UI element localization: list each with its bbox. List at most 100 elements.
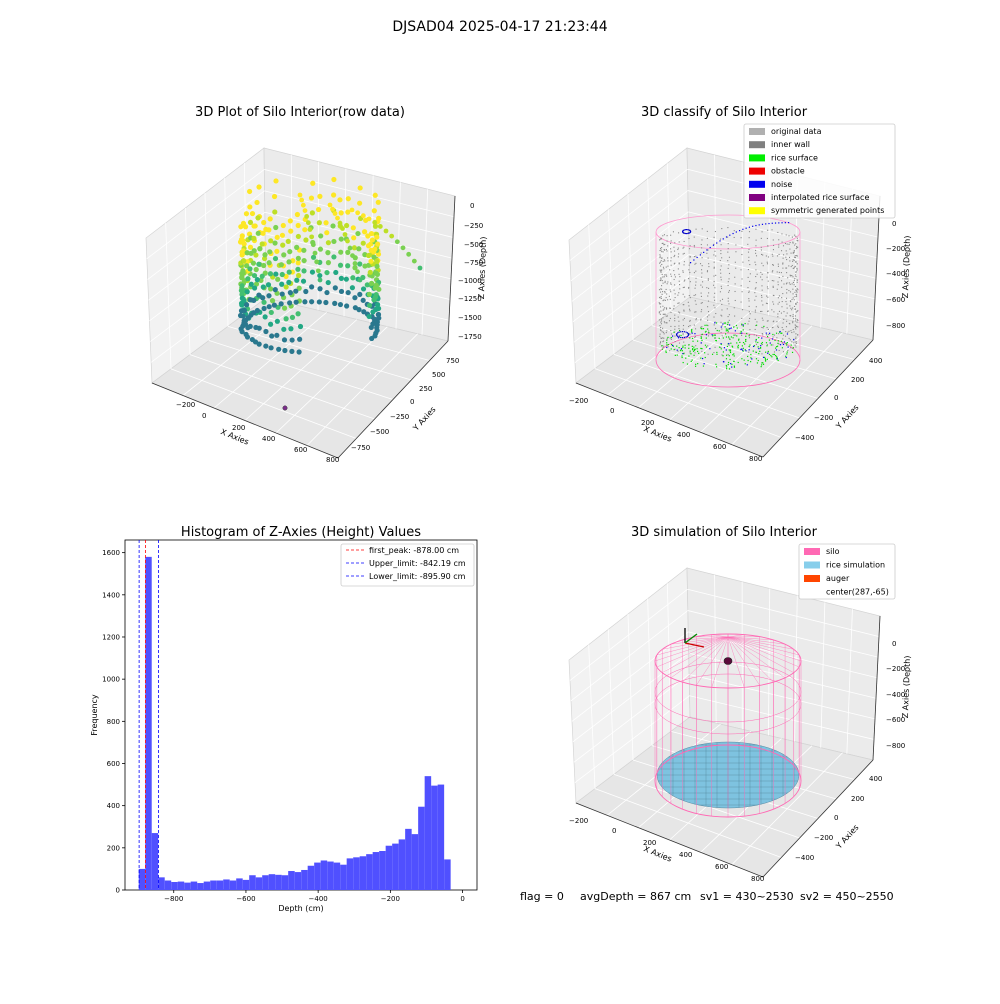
inner-wall-point (708, 288, 709, 289)
inner-wall-point (789, 257, 790, 258)
inner-wall-point (660, 262, 661, 263)
inner-wall-point (792, 276, 793, 277)
inner-wall-point (788, 331, 789, 332)
rice-surface-point (671, 337, 672, 338)
inner-wall-point (666, 293, 667, 294)
legend-swatch (749, 207, 765, 214)
inner-wall-point (779, 350, 780, 351)
rice-surface-point (665, 350, 666, 351)
raw-point (260, 274, 265, 279)
inner-wall-point (797, 326, 798, 327)
inner-wall-point (762, 318, 763, 319)
inner-wall-point (700, 285, 701, 286)
inner-wall-point (675, 341, 676, 342)
inner-wall-point (795, 272, 796, 273)
raw-point (273, 271, 278, 276)
inner-wall-point (781, 233, 782, 234)
rice-surface-point (716, 352, 717, 353)
raw-point (281, 252, 286, 257)
inner-wall-point (750, 273, 751, 274)
inner-wall-point (791, 275, 792, 276)
inner-wall-point (779, 302, 780, 303)
inner-wall-point (659, 325, 660, 326)
raw-point (293, 289, 298, 294)
status-avg-depth: avgDepth = 867 cm (580, 890, 691, 903)
rice-surface-point (743, 329, 744, 330)
inner-wall-point (767, 272, 768, 273)
panel-classify-title: 3D classify of Silo Interior (641, 105, 808, 120)
inner-wall-point (782, 338, 783, 339)
raw-point (372, 285, 377, 290)
inner-wall-point (786, 289, 787, 290)
raw-point (267, 249, 272, 254)
rice-surface-point (727, 324, 728, 325)
inner-wall-point (721, 265, 722, 266)
inner-wall-point (782, 327, 783, 328)
inner-wall-point (761, 249, 762, 250)
inner-wall-point (701, 247, 702, 248)
inner-wall-point (667, 266, 668, 267)
inner-wall-point (783, 329, 784, 330)
inner-wall-point (661, 318, 662, 319)
histogram-bar (249, 875, 255, 890)
rice-surface-point (777, 343, 778, 344)
raw-origin-marker (283, 406, 287, 410)
rice-surface-point (692, 341, 693, 342)
rice-surface-point (729, 324, 730, 325)
inner-wall-point (700, 263, 701, 264)
rice-surface-point (674, 349, 675, 350)
inner-wall-point (760, 276, 761, 277)
inner-wall-point (664, 250, 665, 251)
inner-wall-point (720, 253, 721, 254)
inner-wall-point (674, 242, 675, 243)
legend-label: rice simulation (826, 561, 885, 570)
rice-surface-point (673, 332, 674, 333)
inner-wall-point (749, 291, 750, 292)
rice-surface-point (666, 352, 667, 353)
raw-point (333, 270, 338, 275)
rice-surface-point (745, 341, 746, 342)
raw-point (266, 227, 271, 232)
rice-surface-point (748, 360, 749, 361)
rice-surface-point (725, 322, 726, 323)
rice-surface-point (780, 333, 781, 334)
raw-point (376, 216, 381, 221)
inner-wall-point (673, 270, 674, 271)
inner-wall-point (720, 250, 721, 251)
inner-wall-point (661, 272, 662, 273)
rice-surface-point (759, 351, 760, 352)
inner-wall-point (683, 272, 684, 273)
classify-ytick: −200 (814, 414, 833, 422)
rice-surface-point (743, 348, 744, 349)
rice-surface-point (685, 358, 686, 359)
rice-surface-point (745, 323, 746, 324)
rice-surface-point (733, 326, 734, 327)
inner-wall-point (791, 341, 792, 342)
inner-wall-point (688, 302, 689, 303)
rice-surface-point (749, 344, 750, 345)
rice-surface-point (772, 338, 773, 339)
panel-simulation: 3D simulation of Silo Interior silorice … (569, 525, 912, 883)
inner-wall-point (792, 289, 793, 290)
inner-wall-point (761, 295, 762, 296)
inner-wall-point (694, 264, 695, 265)
inner-wall-point (666, 297, 667, 298)
noise-point (677, 332, 678, 333)
raw-point (338, 302, 343, 307)
histogram-bar (178, 882, 184, 890)
inner-wall-point (670, 318, 671, 319)
inner-wall-point (797, 288, 798, 289)
inner-wall-point (695, 263, 696, 264)
raw-point (362, 229, 367, 234)
raw-point (355, 231, 360, 236)
inner-wall-point (702, 265, 703, 266)
inner-wall-point (795, 262, 796, 263)
rice-surface-point (756, 325, 757, 326)
noise-point (749, 227, 750, 228)
inner-wall-point (690, 257, 691, 258)
inner-wall-point (793, 314, 794, 315)
raw-point (268, 345, 273, 350)
inner-wall-point (671, 240, 672, 241)
raw-point (310, 269, 315, 274)
rice-surface-point (751, 358, 752, 359)
